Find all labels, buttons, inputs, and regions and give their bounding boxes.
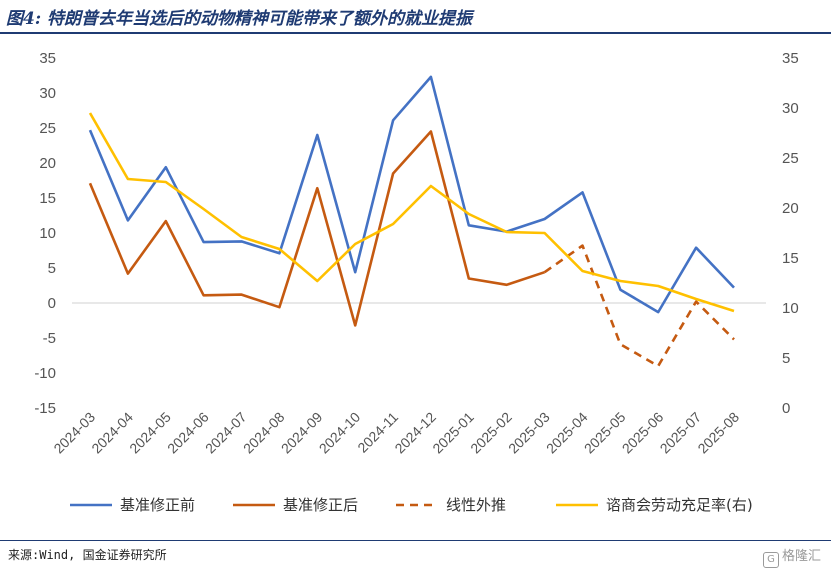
watermark: G 格隆汇 (762, 545, 821, 568)
figure-title: 图4: 特朗普去年当选后的动物精神可能带来了额外的就业提振 (6, 9, 473, 29)
x-tick-label: 2025-08 (694, 409, 742, 457)
x-tick-label: 2024-09 (278, 409, 326, 457)
left-axis: 35 30 25 20 15 10 5 0 -5 -10 -15 (34, 50, 56, 417)
left-tick-label: -10 (34, 365, 56, 382)
x-tick-label: 2024-07 (202, 409, 250, 457)
series-group (88, 75, 735, 368)
legend-label-0: 基准修正前 (120, 496, 195, 514)
left-tick-label: 10 (39, 225, 56, 242)
legend-label-3: 谘商会劳动充足率(右) (606, 496, 753, 514)
x-tick-label: 2024-10 (316, 409, 364, 457)
x-tick-label: 2025-05 (581, 409, 629, 457)
left-tick-label: 30 (39, 85, 56, 102)
right-tick-label: 15 (782, 250, 799, 267)
watermark-text: 格隆汇 (781, 549, 821, 564)
x-axis: 2024-032024-042024-052024-062024-072024-… (50, 409, 742, 457)
right-tick-label: 25 (782, 150, 799, 167)
legend: 基准修正前 基准修正后 线性外推 谘商会劳动充足率(右) (70, 496, 753, 514)
right-tick-label: 10 (782, 300, 799, 317)
line-chart: 35 30 25 20 15 10 5 0 -5 -10 -15 35 30 25 20 15 10 5 0 20… (34, 50, 799, 514)
right-tick-label: 20 (782, 200, 799, 217)
series-line-3 (88, 112, 735, 313)
right-tick-label: 0 (782, 400, 790, 417)
title-rule (0, 32, 831, 34)
bottom-rule (0, 540, 831, 541)
left-tick-label: 20 (39, 155, 56, 172)
legend-label-2: 线性外推 (446, 496, 506, 514)
left-tick-label: 0 (48, 295, 56, 312)
x-tick-label: 2025-07 (657, 409, 705, 457)
left-tick-label: -15 (34, 400, 56, 417)
left-tick-label: 5 (48, 260, 56, 277)
right-tick-label: 35 (782, 50, 799, 67)
x-tick-label: 2025-01 (429, 409, 477, 457)
source-note: 来源:Wind, 国金证券研究所 (8, 548, 167, 562)
legend-label-1: 基准修正后 (283, 496, 358, 514)
left-tick-label: 15 (39, 190, 56, 207)
right-tick-label: 30 (782, 100, 799, 117)
right-tick-label: 5 (782, 350, 790, 367)
left-tick-label: 35 (39, 50, 56, 67)
left-tick-label: 25 (39, 120, 56, 137)
x-tick-label: 2025-03 (505, 409, 553, 457)
series-line-1 (88, 130, 546, 327)
left-tick-label: -5 (43, 330, 56, 347)
series-line-2 (543, 244, 735, 368)
watermark-logo-icon: G (762, 552, 779, 568)
series-line-0 (88, 75, 735, 314)
right-axis: 35 30 25 20 15 10 5 0 (782, 50, 799, 417)
